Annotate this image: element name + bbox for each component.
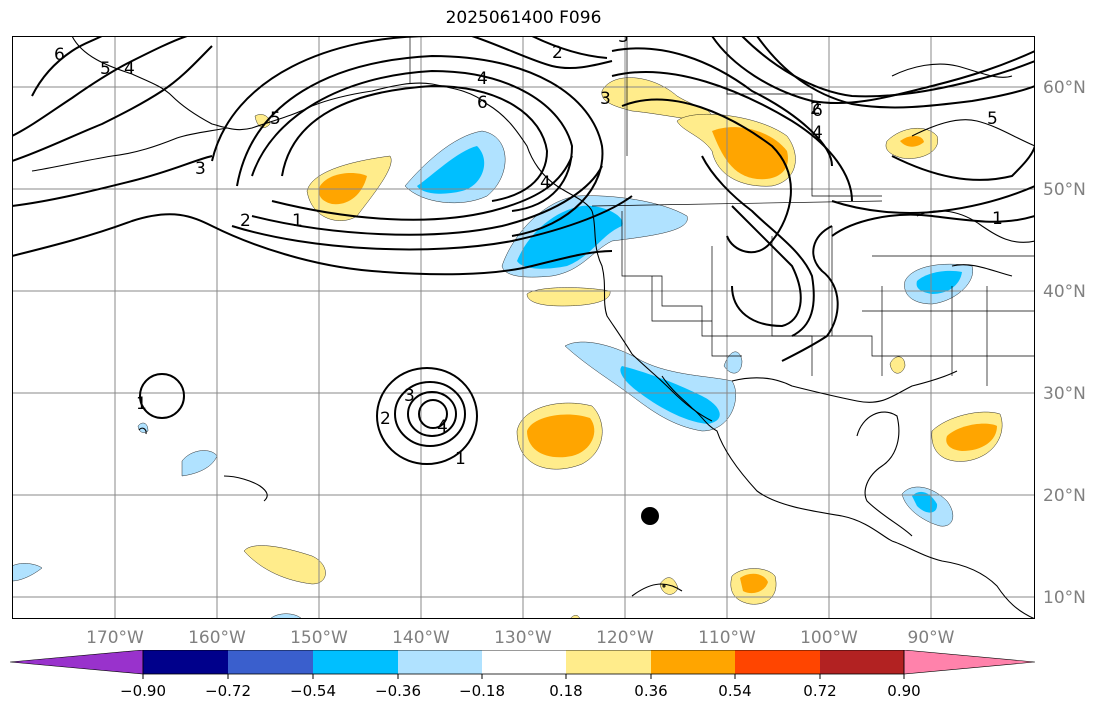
anomaly-shading (12, 77, 1003, 619)
location-marker (641, 507, 659, 525)
map-frame (12, 36, 1035, 619)
contour-label: 2 (380, 409, 391, 429)
contour-label: 6 (477, 93, 488, 113)
lat-tick-label: 40°N (1043, 282, 1086, 302)
colorbar-extend-low (10, 650, 144, 675)
contour-label: 5 (270, 109, 281, 129)
colorbar-segment (482, 650, 566, 674)
colorbar-segments (10, 650, 1036, 675)
colorbar-tick-label: 0.72 (803, 682, 836, 700)
contour-label: 3 (600, 89, 611, 109)
graticule (12, 36, 1035, 619)
colorbar-tick-label: 0.36 (634, 682, 667, 700)
colorbar: −0.90 −0.72 −0.54 −0.36 −0.18 0.18 0.36 … (10, 650, 1036, 700)
positive-anomaly-core (740, 573, 768, 594)
lon-tick-label: 120°W (596, 628, 654, 648)
contour-label: 3 (618, 36, 629, 47)
contour-label: 2 (240, 211, 251, 231)
contour-label: 5 (100, 59, 111, 79)
positive-anomaly-core (527, 414, 595, 458)
lat-tick-label: 50°N (1043, 180, 1086, 200)
contour-label: 6 (812, 101, 823, 121)
colorbar-segment (735, 650, 820, 674)
colorbar-tick-label: −0.36 (375, 682, 421, 700)
colorbar-tick-label: 0.90 (887, 682, 920, 700)
positive-anomaly-region (254, 114, 271, 128)
positive-anomaly-core (946, 423, 997, 451)
negative-anomaly-region (12, 563, 43, 582)
negative-anomaly-core (517, 205, 623, 269)
contour-label: 1 (992, 209, 1003, 229)
contour-label: 6 (54, 45, 65, 65)
positive-anomaly-core (900, 135, 924, 147)
contour-label: 3 (195, 159, 206, 179)
map-panel: 6 5 4 3 2 1 2 4 3 6 4 5 3 2 5 6 4 1 2 3 … (12, 36, 1035, 619)
contour-label: 2 (810, 99, 821, 119)
colorbar-tick-label: 0.54 (718, 682, 751, 700)
colorbar-outline (142, 650, 905, 675)
contour-label: 4 (437, 417, 448, 437)
lon-tick-label: 130°W (494, 628, 552, 648)
lon-tick-label: 140°W (392, 628, 450, 648)
lon-tick-label: 100°W (800, 628, 858, 648)
colorbar-ticks (142, 674, 905, 679)
lon-tick-label: 110°W (698, 628, 756, 648)
coastlines (31, 36, 1035, 619)
colorbar-segment (313, 650, 398, 674)
colorbar-tick-label: −0.54 (290, 682, 336, 700)
positive-anomaly-core (712, 127, 788, 180)
lon-tick-label: 170°W (86, 628, 144, 648)
contour-label: 4 (124, 59, 135, 79)
contour-label: 3 (404, 386, 415, 406)
contour-label: 4 (477, 69, 488, 89)
colorbar-extend-high (903, 650, 1036, 675)
colorbar-segment (820, 650, 904, 674)
positive-anomaly-region (889, 356, 906, 374)
colorbar-segment (398, 650, 482, 674)
colorbar-segment (566, 650, 651, 674)
colorbar-tick-label: 0.18 (549, 682, 582, 700)
contour-label: 2 (552, 43, 563, 63)
contour-label-group: 6 5 4 3 2 1 2 4 3 6 4 5 3 2 5 6 4 1 2 3 … (54, 36, 1003, 469)
colorbar-tick-label: −0.18 (459, 682, 505, 700)
colorbar-tick-label: −0.72 (205, 682, 251, 700)
lat-tick-label: 10°N (1043, 588, 1086, 608)
positive-anomaly-region (243, 545, 326, 585)
contour-label: 4 (812, 123, 823, 143)
colorbar-segment (651, 650, 735, 674)
lat-tick-label: 20°N (1043, 486, 1086, 506)
lat-tick-label: 60°N (1043, 78, 1086, 98)
contour-lines (12, 36, 1035, 465)
map-title: 2025061400 F096 (445, 8, 602, 28)
lon-tick-label: 160°W (188, 628, 246, 648)
lon-tick-label: 90°W (908, 628, 955, 648)
colorbar-tick-label: −0.90 (120, 682, 166, 700)
colorbar-segment (143, 650, 228, 674)
lon-tick-label: 150°W (290, 628, 348, 648)
contour-label: 5 (987, 109, 998, 129)
colorbar-segment (228, 650, 313, 674)
contour-label: 1 (292, 211, 303, 231)
positive-anomaly-region (526, 287, 611, 307)
negative-anomaly-core (417, 146, 485, 194)
contour-label: 4 (540, 173, 551, 193)
contour-label: 1 (455, 449, 466, 469)
negative-anomaly-core (620, 366, 720, 424)
lat-tick-label: 30°N (1043, 384, 1086, 404)
negative-anomaly-region (723, 351, 743, 374)
negative-anomaly-core (916, 270, 962, 294)
contour-label: 1 (136, 394, 147, 414)
